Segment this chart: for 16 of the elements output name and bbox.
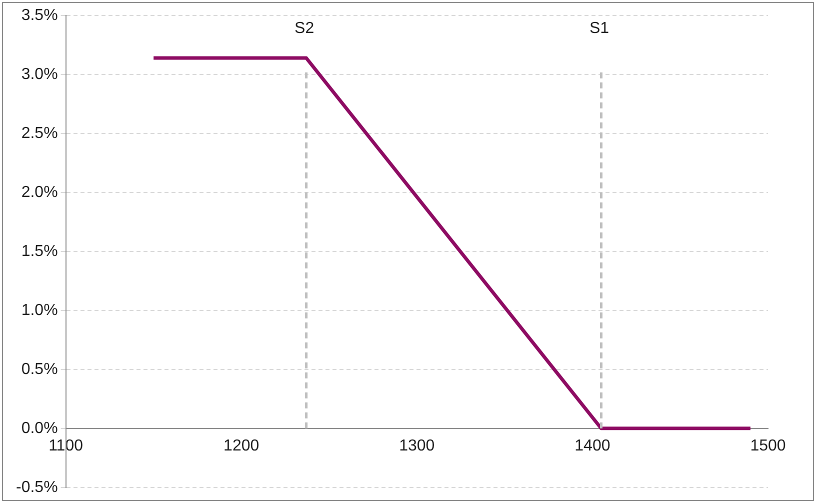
y-tick-label: 1.5% — [21, 242, 58, 260]
x-tick-label: 1300 — [399, 437, 435, 454]
y-tick-label: 0.0% — [21, 420, 58, 437]
y-tick-label: 1.0% — [21, 302, 58, 319]
x-tick-label: 1200 — [224, 437, 260, 454]
y-tick-label: 2.5% — [21, 124, 58, 142]
y-tick-label: -0.5% — [16, 478, 58, 496]
x-tick-label: 1500 — [750, 437, 786, 454]
y-tick-label: 3.5% — [21, 7, 58, 24]
x-tick-label: 1100 — [48, 437, 84, 454]
ref-line-label: S1 — [589, 20, 610, 38]
y-tick-label: 2.0% — [21, 184, 58, 201]
ref-line-label: S2 — [294, 20, 314, 38]
y-tick-label: 3.0% — [21, 66, 58, 83]
y-tick-label: 0.5% — [21, 360, 58, 378]
x-tick-label: 1400 — [574, 437, 610, 454]
